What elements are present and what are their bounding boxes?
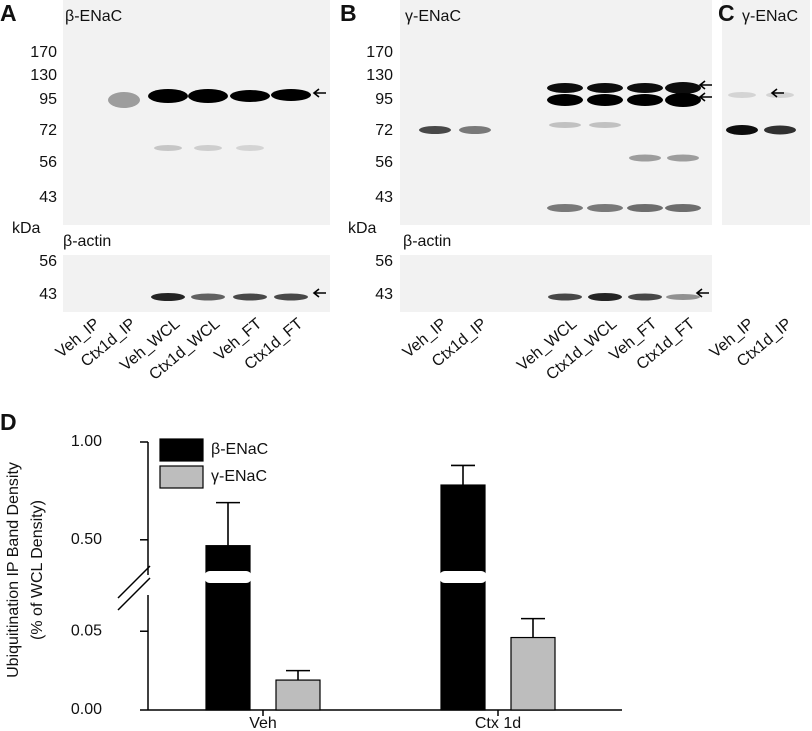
- band: [549, 122, 581, 128]
- band: [627, 83, 663, 93]
- band: [547, 94, 583, 106]
- unit-label: kDa: [12, 220, 41, 237]
- band: [667, 154, 699, 162]
- x-tick-label: Veh: [249, 715, 277, 731]
- legend-label: β-ENaC: [211, 441, 268, 458]
- band: [728, 92, 756, 98]
- band: [665, 93, 701, 107]
- marker-label: 170: [366, 44, 393, 61]
- arrow: [770, 88, 784, 98]
- loading-title: β-actin: [63, 233, 111, 250]
- blot-title: γ-ENaC: [742, 8, 798, 25]
- axis-break: [117, 565, 151, 611]
- band: [191, 293, 225, 301]
- marker-label: 170: [30, 44, 57, 61]
- marker-label: 56: [39, 154, 57, 171]
- band: [628, 293, 662, 301]
- band: [108, 92, 140, 108]
- marker-label: 43: [375, 189, 393, 206]
- band: [148, 89, 188, 103]
- marker-label: 130: [30, 67, 57, 84]
- panel-letter: B: [340, 0, 357, 26]
- y-tick-label: 1.00: [71, 433, 102, 450]
- marker-label: 95: [375, 91, 393, 108]
- band: [726, 125, 758, 135]
- band: [665, 204, 701, 212]
- band: [587, 94, 623, 106]
- band: [588, 293, 622, 301]
- band: [459, 126, 491, 134]
- loading-blot: [63, 255, 330, 312]
- band: [271, 89, 311, 101]
- blot: [400, 0, 712, 225]
- band: [589, 122, 621, 128]
- marker-label: 56: [375, 154, 393, 171]
- bar-break: [439, 571, 487, 583]
- marker-label: 43: [375, 286, 393, 303]
- band: [236, 145, 264, 151]
- y-tick-label: 0.00: [71, 701, 102, 718]
- band: [548, 293, 582, 301]
- blot: [63, 0, 330, 225]
- band: [627, 204, 663, 212]
- arrow: [698, 92, 712, 102]
- y-tick-label: 0.50: [71, 531, 102, 548]
- marker-label: 95: [39, 91, 57, 108]
- band: [665, 82, 701, 94]
- band: [587, 83, 623, 93]
- bar: [205, 545, 251, 711]
- band: [666, 294, 700, 300]
- marker-label: 56: [39, 253, 57, 270]
- blot-title: β-ENaC: [65, 8, 122, 25]
- legend-swatch: [159, 438, 204, 462]
- band: [419, 126, 451, 134]
- marker-label: 130: [366, 67, 393, 84]
- band: [274, 293, 308, 301]
- band: [627, 94, 663, 106]
- band: [230, 90, 270, 102]
- bar-break: [204, 571, 252, 583]
- band: [629, 154, 661, 162]
- unit-label: kDa: [348, 220, 377, 237]
- blot: [722, 0, 810, 225]
- legend-swatch: [159, 465, 204, 489]
- band: [154, 145, 182, 151]
- band: [547, 204, 583, 212]
- band: [151, 293, 185, 301]
- loading-blot: [400, 255, 712, 312]
- loading-title: β-actin: [403, 233, 451, 250]
- arrow: [695, 288, 709, 298]
- blot-title: γ-ENaC: [405, 8, 461, 25]
- band: [194, 145, 222, 151]
- x-tick-label: Ctx 1d: [475, 715, 521, 731]
- bar: [510, 636, 556, 711]
- panel-letter: C: [718, 0, 735, 26]
- y-tick-label: 0.05: [71, 622, 102, 639]
- marker-label: 72: [39, 122, 57, 139]
- marker-label: 72: [375, 122, 393, 139]
- arrow: [312, 288, 326, 298]
- arrow: [698, 80, 712, 90]
- panel-letter: D: [0, 409, 17, 435]
- band: [587, 204, 623, 212]
- band: [233, 293, 267, 301]
- bar: [275, 679, 321, 711]
- band: [547, 83, 583, 93]
- y-axis-label: (% of WCL Density): [29, 500, 46, 640]
- legend-label: γ-ENaC: [211, 468, 267, 485]
- marker-label: 43: [39, 189, 57, 206]
- bar: [440, 484, 486, 711]
- y-axis-label: Ubiquitination IP Band Density: [5, 462, 22, 678]
- band: [188, 89, 228, 103]
- marker-label: 43: [39, 286, 57, 303]
- panel-letter: A: [0, 0, 17, 26]
- arrow: [312, 88, 326, 98]
- band: [764, 125, 796, 135]
- marker-label: 56: [375, 253, 393, 270]
